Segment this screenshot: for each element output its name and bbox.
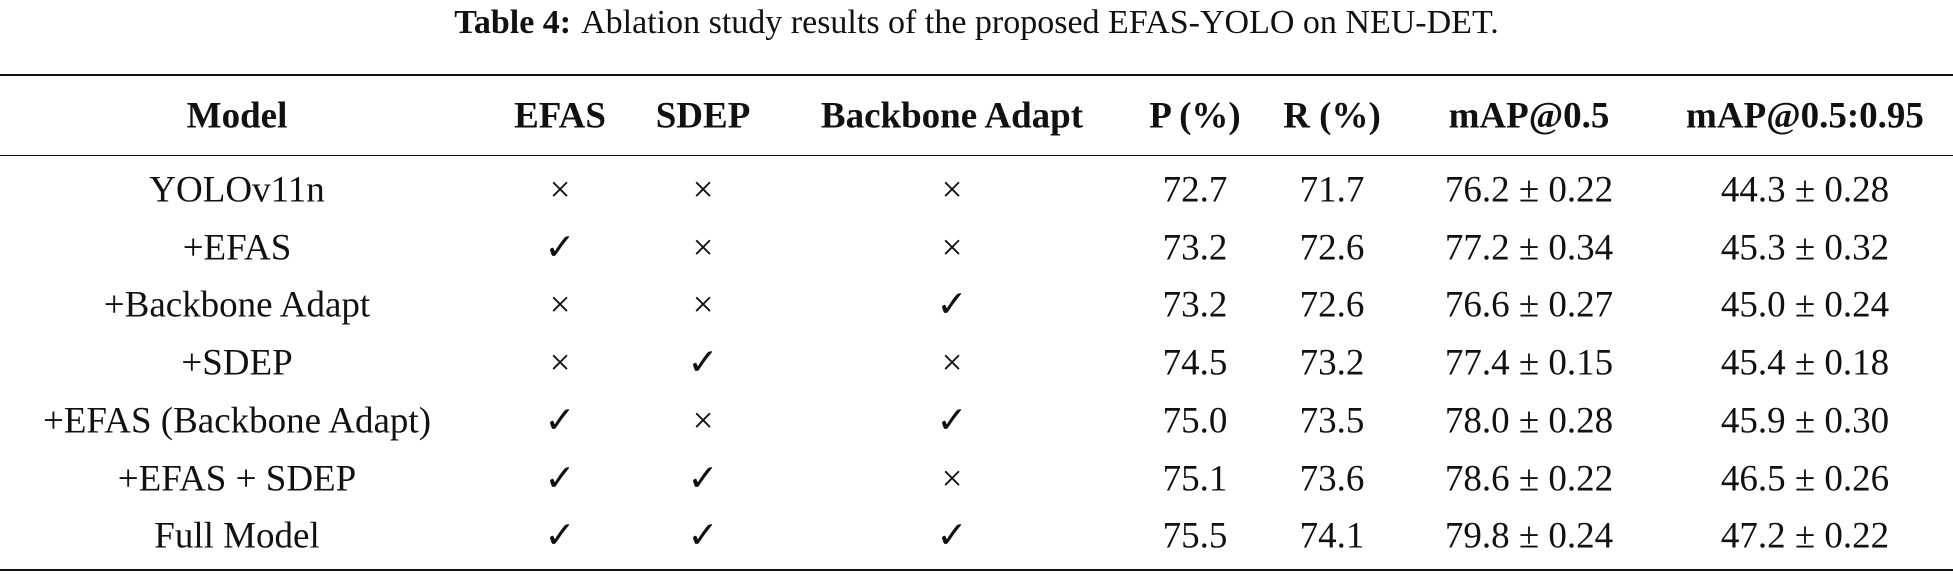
table-cell: 76.2 ± 0.22 bbox=[1444, 169, 1614, 211]
table-cell: ✓ bbox=[936, 400, 968, 442]
table-cell: 45.9 ± 0.30 bbox=[1720, 400, 1890, 442]
header-cell: SDEP bbox=[655, 95, 751, 137]
table-cell: 78.0 ± 0.28 bbox=[1444, 400, 1614, 442]
table-cell: 71.7 bbox=[1299, 169, 1365, 211]
table-cell: 72.7 bbox=[1162, 169, 1228, 211]
table-cell: 44.3 ± 0.28 bbox=[1720, 169, 1890, 211]
top-rule bbox=[0, 74, 1953, 76]
table-cell: 45.4 ± 0.18 bbox=[1720, 342, 1890, 384]
table-cell: × bbox=[941, 342, 963, 384]
caption-text: Ablation study results of the proposed E… bbox=[581, 4, 1499, 41]
table-cell: 46.5 ± 0.26 bbox=[1720, 458, 1890, 499]
table-cell: × bbox=[941, 169, 963, 211]
table-cell: ✓ bbox=[544, 515, 576, 557]
table-cell: Full Model bbox=[154, 515, 320, 557]
table-cell: +EFAS (Backbone Adapt) bbox=[42, 400, 432, 442]
table-cell: ✓ bbox=[936, 515, 968, 557]
table-cell: × bbox=[692, 169, 714, 211]
table-cell: 77.4 ± 0.15 bbox=[1444, 342, 1614, 384]
caption-label: Table 4: bbox=[454, 4, 572, 41]
table-cell: 75.0 bbox=[1162, 400, 1228, 442]
table-cell: 73.2 bbox=[1162, 227, 1228, 269]
table-cell: 45.3 ± 0.32 bbox=[1720, 227, 1890, 269]
mid-rule bbox=[0, 155, 1953, 156]
table-cell: +Backbone Adapt bbox=[103, 284, 371, 326]
table-cell: 74.5 bbox=[1162, 342, 1228, 384]
header-cell: P (%) bbox=[1149, 95, 1241, 137]
table-cell: 73.2 bbox=[1299, 342, 1365, 384]
table-cell: 47.2 ± 0.22 bbox=[1720, 515, 1890, 557]
table-cell: × bbox=[692, 284, 714, 326]
table-cell: ✓ bbox=[544, 458, 576, 499]
table-cell: ✓ bbox=[687, 342, 719, 384]
table-cell: × bbox=[549, 169, 571, 211]
table-cell: 73.2 bbox=[1162, 284, 1228, 326]
table-cell: ✓ bbox=[687, 458, 719, 499]
bottom-rule bbox=[0, 569, 1953, 571]
header-cell: mAP@0.5 bbox=[1448, 95, 1610, 137]
table-cell: +EFAS bbox=[182, 227, 292, 269]
table-cell: 77.2 ± 0.34 bbox=[1444, 227, 1614, 269]
header-cell: R (%) bbox=[1283, 95, 1381, 137]
table-cell: 75.1 bbox=[1162, 458, 1228, 499]
caption: Table 4: Ablation study results of the pr… bbox=[0, 4, 1953, 42]
table-cell: +EFAS + SDEP bbox=[117, 458, 357, 499]
table-cell: 73.6 bbox=[1299, 458, 1365, 499]
table-cell: 74.1 bbox=[1299, 515, 1365, 557]
header-cell: Backbone Adapt bbox=[820, 95, 1084, 137]
header-cell: Model bbox=[186, 95, 288, 137]
table-cell: × bbox=[941, 458, 963, 499]
table-cell: 73.5 bbox=[1299, 400, 1365, 442]
table-cell: × bbox=[549, 284, 571, 326]
table-cell: × bbox=[941, 227, 963, 269]
table-cell: 78.6 ± 0.22 bbox=[1444, 458, 1614, 499]
table-cell: 76.6 ± 0.27 bbox=[1444, 284, 1614, 326]
table-cell: 72.6 bbox=[1299, 227, 1365, 269]
table-cell: 45.0 ± 0.24 bbox=[1720, 284, 1890, 326]
table-cell: 79.8 ± 0.24 bbox=[1444, 515, 1614, 557]
table-cell: ✓ bbox=[687, 515, 719, 557]
table-cell: ✓ bbox=[936, 284, 968, 326]
table-cell: × bbox=[549, 342, 571, 384]
header-cell: EFAS bbox=[514, 95, 606, 137]
table-cell: × bbox=[692, 227, 714, 269]
table-cell: 75.5 bbox=[1162, 515, 1228, 557]
table-cell: ✓ bbox=[544, 400, 576, 442]
table-cell: ✓ bbox=[544, 227, 576, 269]
table-cell: 72.6 bbox=[1299, 284, 1365, 326]
header-cell: mAP@0.5:0.95 bbox=[1686, 95, 1924, 137]
table-cell: YOLOv11n bbox=[149, 169, 325, 211]
table-cell: +SDEP bbox=[181, 342, 293, 384]
table-cell: × bbox=[692, 400, 714, 442]
